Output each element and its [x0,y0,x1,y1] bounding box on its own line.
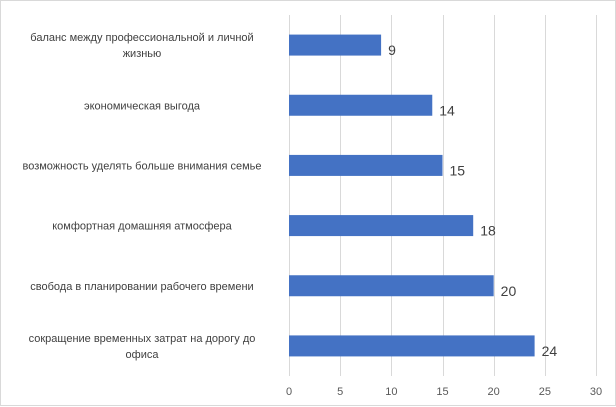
x-tick-label: 20 [488,386,500,398]
x-tick-label: 25 [539,386,551,398]
category-label-line: офиса [126,349,160,361]
category-label-line: жизнью [123,48,162,60]
data-label: 20 [501,283,517,299]
category-label: экономическая выгода [84,100,201,112]
bar [289,275,494,297]
data-label: 18 [480,223,496,239]
category-label-line: баланс между профессиональной и личной [30,32,253,44]
category-label: сокращение временных затрат на дорогу до… [29,333,256,361]
bar [289,94,433,116]
x-tick-label: 5 [337,386,343,398]
category-label-line: свобода в планировании рабочего времени [30,281,253,293]
x-tick-label: 30 [590,386,602,398]
category-label-line: экономическая выгода [84,100,201,112]
bar [289,154,443,176]
data-label: 15 [450,162,466,178]
data-label: 9 [388,42,396,58]
data-label: 24 [542,343,558,359]
bar [289,335,535,357]
category-label-line: сокращение временных затрат на дорогу до [29,333,256,345]
category-label: баланс между профессиональной и личной жи… [30,32,253,60]
category-label: свобода в планировании рабочего времени [30,281,253,293]
category-label: комфортная домашняя атмосфера [52,221,232,233]
category-label-line: возможность уделять больше внимания семь… [22,160,261,172]
bar [289,215,474,237]
data-label: 14 [439,102,455,118]
gridlines [289,15,597,376]
x-tick-label: 10 [385,386,397,398]
category-label-line: комфортная домашняя атмосфера [52,221,232,233]
bar [289,34,382,56]
bars [289,34,535,357]
x-tick-label: 15 [436,386,448,398]
labels: 0 5 10 15 20 25 30 9 баланс между профессиональн… [22,32,602,398]
category-label: возможность уделять больше внимания семь… [22,160,261,172]
x-tick-label: 0 [286,386,292,398]
